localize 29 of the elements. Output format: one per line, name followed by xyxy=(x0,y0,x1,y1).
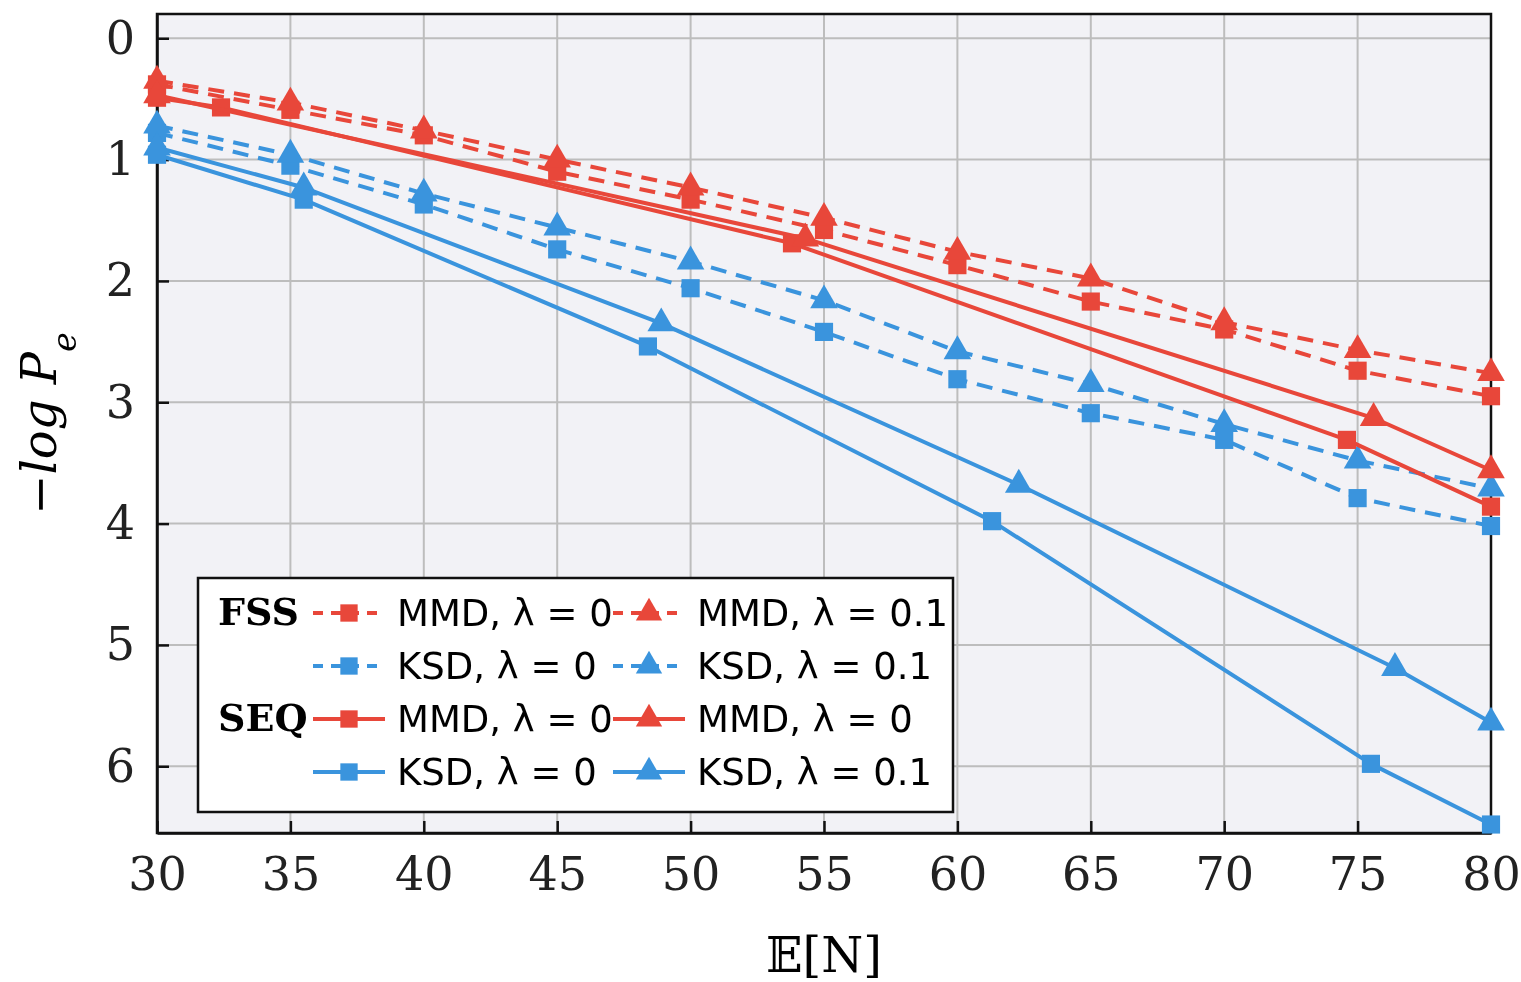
x-tick-label: 65 xyxy=(1062,846,1121,901)
legend-label: KSD, λ = 0 xyxy=(397,751,597,794)
x-tick-label: 55 xyxy=(795,846,854,901)
x-tick-label: 35 xyxy=(261,846,321,901)
legend-label: MMD, λ = 0 xyxy=(697,698,913,741)
y-tick-label: 3 xyxy=(105,374,135,429)
annotation: FSS xyxy=(218,589,300,634)
legend-label: KSD, λ = 0.1 xyxy=(697,645,933,688)
x-tick-label: 50 xyxy=(661,846,721,901)
x-axis-title: 𝔼[N] xyxy=(765,927,883,982)
y-tick-label: 4 xyxy=(105,495,135,550)
y-tick-label: 1 xyxy=(105,131,135,186)
legend-label: MMD, λ = 0.1 xyxy=(697,592,949,635)
annotation: SEQ xyxy=(218,695,308,740)
x-tick-label: 45 xyxy=(528,846,587,901)
legend-label: MMD, λ = 0 xyxy=(397,592,613,635)
x-tick-label: 30 xyxy=(128,846,187,901)
y-tick-label: 5 xyxy=(105,617,135,672)
legend-label: KSD, λ = 0 xyxy=(397,645,597,688)
y-tick-label: 0 xyxy=(105,10,135,65)
x-tick-label: 80 xyxy=(1462,846,1521,901)
y-tick-label: 6 xyxy=(105,738,135,793)
legend-label: MMD, λ = 0 xyxy=(397,698,613,741)
x-tick-label: 70 xyxy=(1195,846,1254,901)
x-tick-label: 75 xyxy=(1328,846,1388,901)
legend-label: KSD, λ = 0.1 xyxy=(697,751,933,794)
y-tick-label: 2 xyxy=(105,253,135,308)
x-tick-label: 40 xyxy=(395,846,454,901)
x-tick-label: 60 xyxy=(928,846,988,901)
